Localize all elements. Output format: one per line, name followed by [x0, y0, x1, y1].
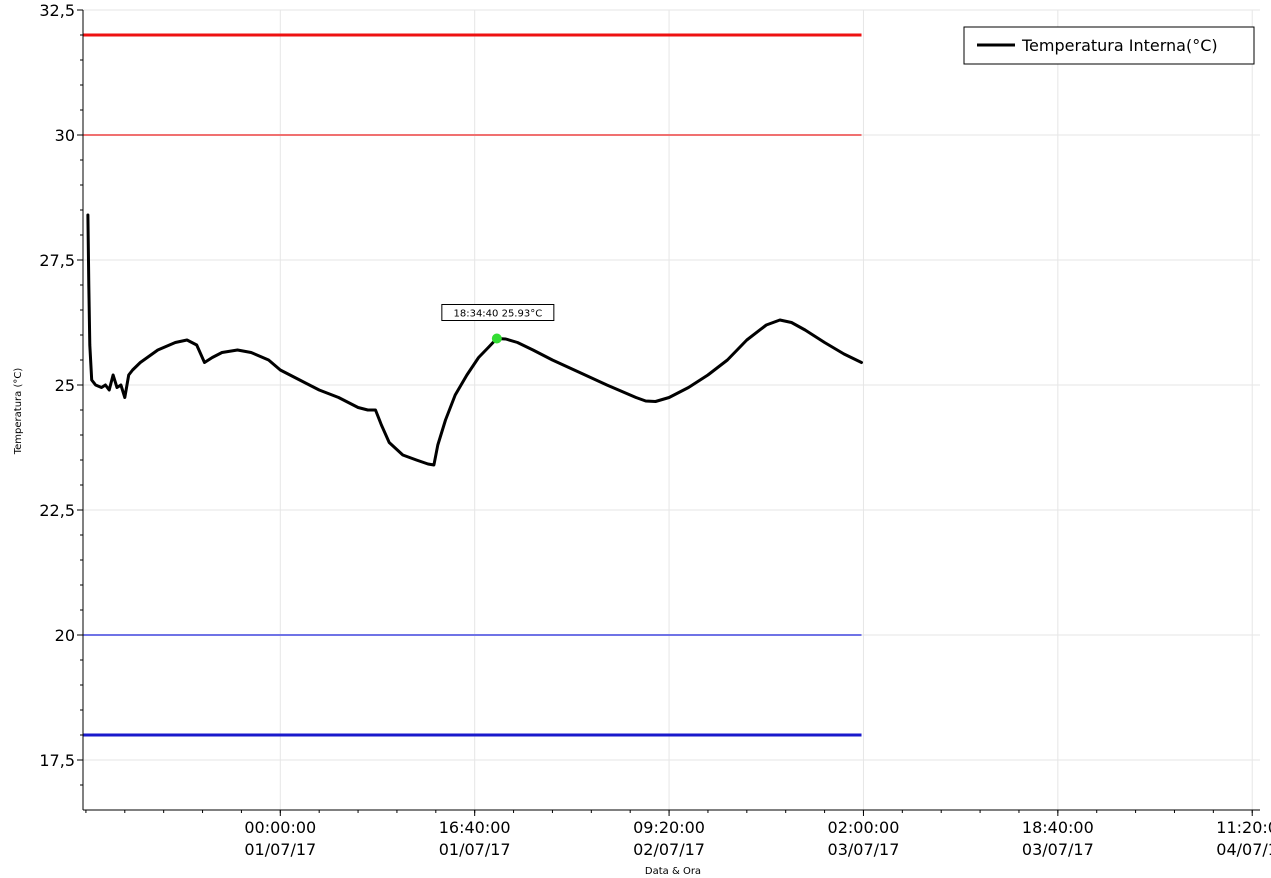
x-tick-label-time: 00:00:00 — [244, 818, 316, 837]
reference-lines — [83, 33, 862, 737]
axes — [77, 9, 1260, 816]
x-tick-label-time: 02:00:00 — [828, 818, 900, 837]
legend-box — [963, 26, 1255, 65]
tooltip-box — [441, 304, 555, 321]
series-layer — [86, 213, 863, 467]
legend-label: Temperatura Interna(°C) — [1021, 36, 1218, 55]
series-line — [86, 213, 863, 467]
x-tick-labels: 00:00:00 01/07/17 16:40:00 01/07/17 09:20:00… — [244, 818, 1271, 859]
y-axis-title: Temperatura (°C) — [13, 368, 24, 456]
y-tick-label: 22,5 — [39, 501, 75, 520]
y-tick-labels: 17,5 20 22,5 25 27,5 30 32,5 — [39, 1, 75, 770]
annotations: 18:34:40 25.93°C — [441, 304, 555, 344]
x-tick-label-date: 02/07/17 — [633, 840, 705, 859]
x-tick-label-time: 11:20:00 — [1216, 818, 1271, 837]
x-tick-label-time: 18:40:00 — [1022, 818, 1094, 837]
x-tick-label-date: 03/07/17 — [828, 840, 900, 859]
y-tick-label: 27,5 — [39, 251, 75, 270]
grid — [83, 9, 1260, 810]
y-tick-label: 30 — [55, 126, 75, 145]
y-tick-label: 17,5 — [39, 751, 75, 770]
legend: Temperatura Interna(°C) — [963, 26, 1255, 65]
y-tick-label: 25 — [55, 376, 75, 395]
x-tick-label-time: 09:20:00 — [633, 818, 705, 837]
x-tick-label-date: 01/07/17 — [439, 840, 511, 859]
x-tick-label-date: 01/07/17 — [244, 840, 316, 859]
highlight-point — [491, 333, 502, 344]
y-tick-label: 32,5 — [39, 1, 75, 20]
x-tick-label-date: 03/07/17 — [1022, 840, 1094, 859]
tooltip-text: 18:34:40 25.93°C — [453, 309, 542, 320]
x-tick-label-date: 04/07/17 — [1216, 840, 1271, 859]
x-tick-label-time: 16:40:00 — [439, 818, 511, 837]
y-tick-label: 20 — [55, 626, 75, 645]
x-axis-title: Data & Ora — [645, 866, 701, 877]
